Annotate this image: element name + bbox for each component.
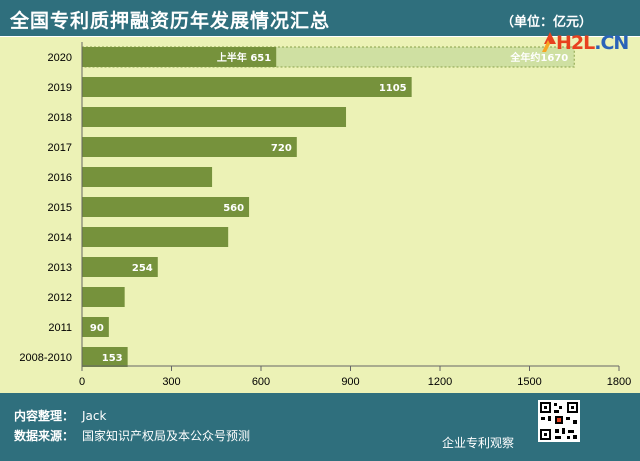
logo-text: H2L.CN [556, 32, 629, 54]
category-label-2013: 2013 [48, 262, 72, 274]
data-label-full-year: 全年约1670 [509, 51, 568, 64]
bar-2016 [82, 167, 213, 187]
data-label-2011: 90 [90, 323, 104, 334]
x-tick-label-300: 300 [162, 376, 180, 388]
bar-2013 [82, 257, 158, 277]
data-label-2008-2010: 153 [102, 353, 123, 364]
category-label-2016: 2016 [48, 172, 72, 184]
data-label-2013: 254 [132, 263, 153, 274]
bar-2008-2010 [82, 347, 128, 367]
category-label-2012: 2012 [48, 292, 72, 304]
x-tick-label-1800: 1800 [607, 376, 631, 388]
logo-cn: .CN [594, 32, 629, 54]
data-source: 数据来源： 国家知识产权局及本公众号预测 [14, 427, 250, 444]
x-tick-label-1200: 1200 [428, 376, 452, 388]
bar-2020 [82, 47, 277, 67]
bar-chart: 全年约1670 2020 上半年 651 2019 1105 2018 2017 720 201… [19, 42, 631, 388]
data-label-2017: 720 [271, 143, 292, 154]
data-label-2015: 560 [223, 203, 244, 214]
x-tick-label-1500: 1500 [517, 376, 541, 388]
header-divider [0, 36, 640, 37]
bar-2019 [82, 77, 412, 97]
category-label-2018: 2018 [48, 112, 72, 124]
category-label-2011: 2011 [48, 322, 72, 334]
x-tick-label-900: 900 [341, 376, 359, 388]
compiled-by-value: Jack [82, 409, 107, 423]
compiled-by: 内容整理： Jack [14, 407, 106, 424]
category-label-2008-2010: 2008-2010 [19, 352, 72, 364]
x-tick-label-0: 0 [79, 376, 85, 388]
bar-2017 [82, 137, 297, 157]
compiled-by-label: 内容整理： [14, 409, 75, 423]
bar-2012 [82, 287, 125, 307]
category-label-2020: 2020 [48, 52, 72, 64]
category-label-2017: 2017 [48, 142, 72, 154]
x-tick-label-600: 600 [252, 376, 270, 388]
data-source-value: 国家知识产权局及本公众号预测 [82, 429, 251, 443]
bar-2018 [82, 107, 347, 127]
data-label-2019: 1105 [379, 83, 407, 94]
brand-name: 企业专利观察 [442, 436, 515, 450]
unit-label: （单位：亿元） [500, 15, 592, 30]
bar-2015 [82, 197, 250, 217]
footer-bar: 内容整理： Jack 数据来源： 国家知识产权局及本公众号预测 企业专利观察 [0, 393, 640, 461]
category-label-2019: 2019 [48, 82, 72, 94]
data-label-2020: 上半年 651 [217, 51, 271, 64]
category-label-2015: 2015 [48, 202, 72, 214]
data-source-label: 数据来源： [14, 429, 75, 443]
logo-mark-icon [542, 32, 556, 52]
header-bar: 全国专利质押融资历年发展情况汇总 （单位：亿元） [0, 0, 640, 36]
bar-2011 [82, 317, 109, 337]
h2l-logo: H2L.CN [540, 24, 636, 60]
chart-title: 全国专利质押融资历年发展情况汇总 [10, 10, 331, 32]
qr-code-icon [538, 400, 580, 442]
category-label-2014: 2014 [48, 232, 72, 244]
logo-h2l: H2L [556, 32, 595, 54]
bar-2014 [82, 227, 229, 247]
